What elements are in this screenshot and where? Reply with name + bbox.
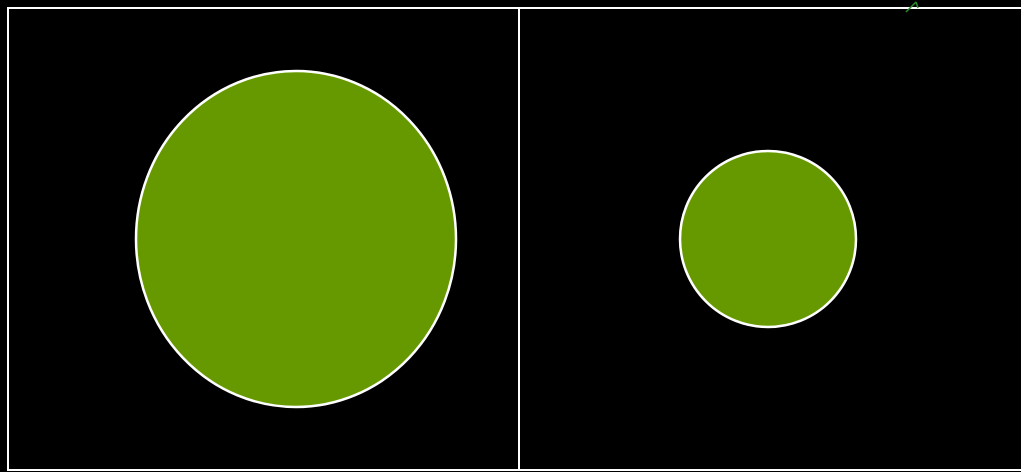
small-green-circle (678, 149, 858, 329)
right-panel-frame (518, 7, 1021, 471)
arrow-fragment-icon (905, 1, 919, 13)
large-green-ellipse (134, 69, 458, 409)
